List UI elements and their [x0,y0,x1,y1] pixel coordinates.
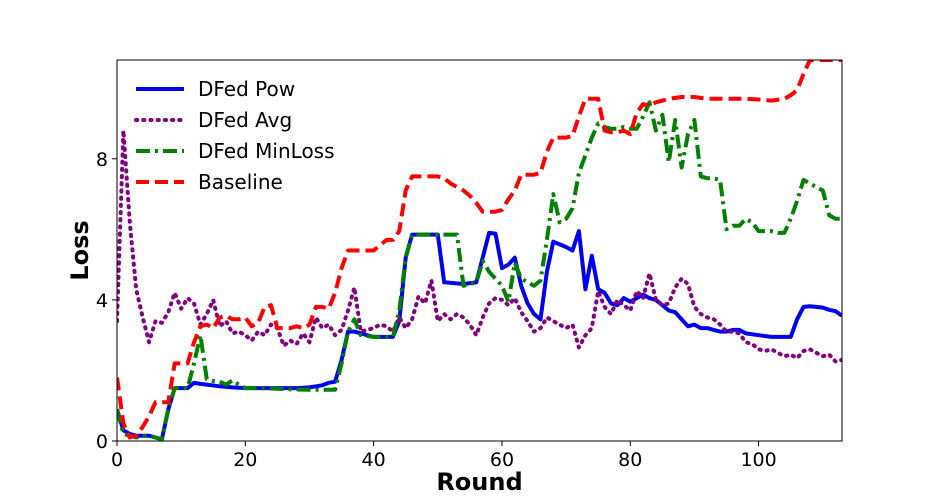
plot-frame [116,59,843,442]
series-layer [117,60,842,441]
series-line-dfed-avg [117,128,842,364]
x-tick-label: 20 [233,449,257,471]
y-axis-ticks: 0 4 8 [96,149,117,453]
legend-label: DFed Avg [198,108,292,132]
x-tick-label: 100 [740,449,776,471]
x-tick-label: 0 [111,449,123,471]
legend-item-dfed-minloss: DFed MinLoss [136,139,335,163]
legend-item-dfed-avg: DFed Avg [134,108,292,132]
series-line-dfed-minloss [117,100,842,441]
x-axis-ticks: 0 20 40 60 80 100 [111,441,777,471]
legend-label: Baseline [198,170,283,194]
x-tick-label: 80 [618,449,642,471]
y-tick-label: 0 [96,431,108,453]
series-line-dfed-pow [117,229,842,441]
legend-label: DFed MinLoss [198,139,335,163]
y-axis-label: Loss [66,220,94,280]
legend-item-dfed-pow: DFed Pow [136,77,295,101]
legend-item-baseline: Baseline [136,170,283,194]
legend-label: DFed Pow [198,77,295,101]
y-tick-label: 4 [96,290,108,312]
x-tick-label: 40 [362,449,386,471]
y-tick-label: 8 [96,149,108,171]
series-line-baseline [117,60,842,440]
x-tick-label: 60 [490,449,514,471]
legend: DFed Pow DFed Avg DFed MinLoss Baseline [134,77,335,194]
x-axis-label: Round [436,468,522,496]
